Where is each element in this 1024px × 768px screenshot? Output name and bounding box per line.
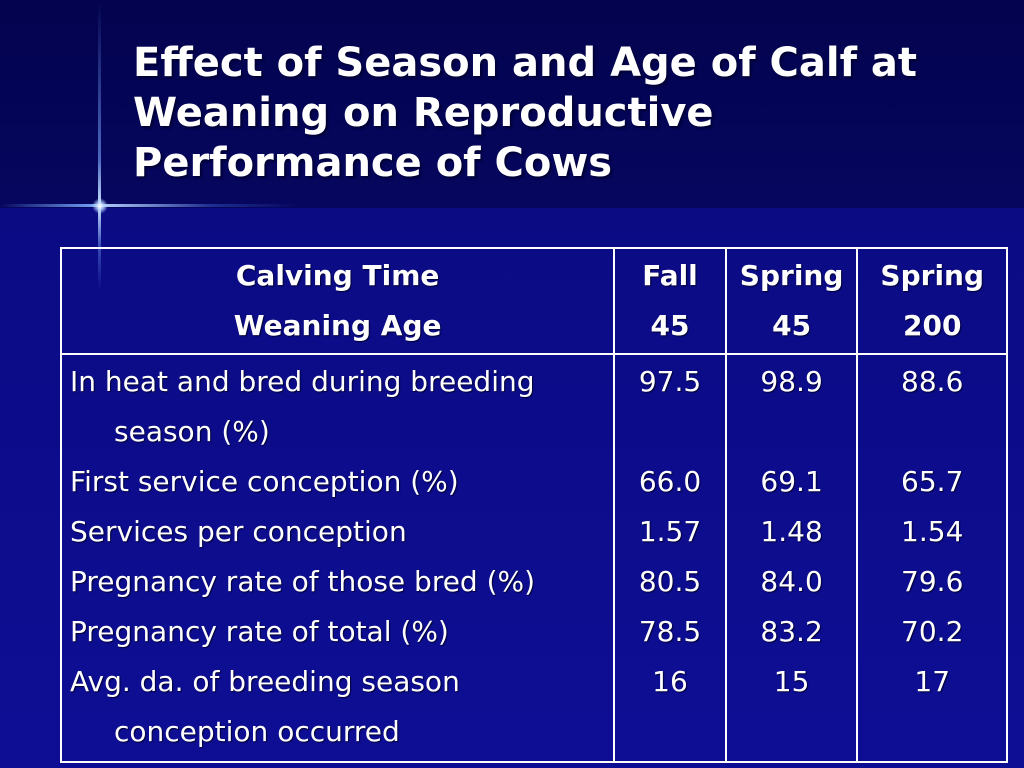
header-column-1: Fall 45 [613,247,727,355]
row-label-first-service: First service conception (%) [70,465,459,498]
value-cell: 80.5 [638,565,702,598]
title-line-2: Weaning on Reproductive [133,90,714,136]
column-1-calving: Fall [642,259,698,292]
header-weaning-age: Weaning Age [233,309,442,342]
row-labels-cell: In heat and bred during breeding season … [59,353,616,763]
spacer [727,407,857,457]
values-column-2: 98.9 69.1 1.48 84.0 83.2 15 [724,353,859,763]
row-label-services: Services per conception [70,515,407,548]
header-column-3: Spring 200 [856,247,1008,355]
value-cell: 83.2 [760,615,823,648]
table-body-row: In heat and bred during breeding season … [59,353,1008,763]
header-column-2: Spring 45 [724,247,859,355]
value-cell: 78.5 [638,615,702,648]
value-cell: 65.7 [901,465,964,498]
decorative-vertical-line [98,0,101,290]
value-cell: 15 [773,665,810,698]
column-3-calving: Spring [880,259,985,292]
decorative-sparkle-icon [92,198,108,214]
title-line-1: Effect of Season and Age of Calf at [133,40,918,86]
row-label-in-heat: In heat and bred during breeding [70,365,535,398]
value-cell: 1.48 [760,515,823,548]
value-cell: 1.54 [901,515,964,548]
spacer [858,407,1006,457]
row-label-in-heat-cont: season (%) [114,415,270,448]
results-table: Calving Time Weaning Age Fall 45 Spring … [59,247,1008,763]
column-3-age: 200 [903,309,962,342]
decorative-horizontal-line [0,204,300,207]
row-label-avg-day: Avg. da. of breeding season [70,665,460,698]
row-label-avg-day-cont: conception occurred [114,715,400,748]
value-cell: 69.1 [760,465,823,498]
value-cell: 79.6 [901,565,964,598]
value-cell: 16 [652,665,688,698]
value-cell: 1.57 [638,515,702,548]
spacer [615,407,724,457]
value-cell: 97.5 [638,365,702,398]
title-background [0,0,1024,208]
header-label-cell: Calving Time Weaning Age [59,247,616,355]
values-column-1: 97.5 66.0 1.57 80.5 78.5 16 [613,353,727,763]
value-cell: 98.9 [760,365,823,398]
value-cell: 66.0 [638,465,702,498]
table-header-row: Calving Time Weaning Age Fall 45 Spring … [59,247,1008,355]
value-cell: 70.2 [901,615,964,648]
title-line-3: Performance of Cows [133,140,613,186]
row-label-preg-bred: Pregnancy rate of those bred (%) [70,565,536,598]
column-1-age: 45 [650,309,690,342]
header-calving-time: Calving Time [235,259,440,292]
column-2-calving: Spring [739,259,844,292]
values-column-3: 88.6 65.7 1.54 79.6 70.2 17 [856,353,1008,763]
value-cell: 84.0 [760,565,823,598]
value-cell: 17 [914,665,951,698]
column-2-age: 45 [772,309,812,342]
value-cell: 88.6 [901,365,964,398]
slide-title: Effect of Season and Age of Calf at Wean… [133,38,993,188]
row-label-preg-total: Pregnancy rate of total (%) [70,615,449,648]
